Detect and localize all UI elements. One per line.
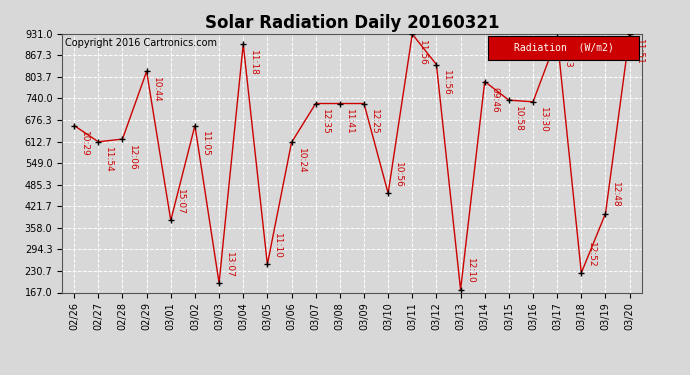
Text: 09:46: 09:46	[491, 87, 500, 113]
Text: 12:10: 12:10	[466, 258, 475, 284]
Text: 11:56: 11:56	[418, 40, 427, 66]
Text: 10:29: 10:29	[80, 131, 89, 157]
Text: 11:56: 11:56	[442, 70, 451, 96]
Text: 10:56: 10:56	[394, 162, 403, 188]
Text: 12:35: 12:35	[322, 109, 331, 135]
Text: 13:07: 13:07	[225, 252, 234, 278]
Text: 10:24: 10:24	[297, 148, 306, 174]
Text: 10:58: 10:58	[515, 106, 524, 132]
Text: 11:41: 11:41	[346, 109, 355, 135]
Text: 11:18: 11:18	[249, 50, 258, 76]
Text: 12:25: 12:25	[370, 109, 379, 135]
Text: 12:52: 12:52	[587, 242, 596, 267]
Text: 12:06: 12:06	[128, 145, 137, 170]
Text: 13:30: 13:30	[539, 107, 548, 133]
Text: 11:54: 11:54	[104, 147, 113, 173]
Text: 11:10: 11:10	[273, 233, 282, 259]
Title: Solar Radiation Daily 20160321: Solar Radiation Daily 20160321	[205, 14, 499, 32]
Text: 10:44: 10:44	[152, 77, 161, 102]
Text: Copyright 2016 Cartronics.com: Copyright 2016 Cartronics.com	[65, 38, 217, 48]
Text: 11:05: 11:05	[201, 131, 210, 157]
Text: 12:43: 12:43	[563, 43, 572, 69]
Text: 15:07: 15:07	[177, 189, 186, 215]
Text: 12:48: 12:48	[611, 182, 620, 208]
Text: 11:51: 11:51	[635, 39, 644, 65]
